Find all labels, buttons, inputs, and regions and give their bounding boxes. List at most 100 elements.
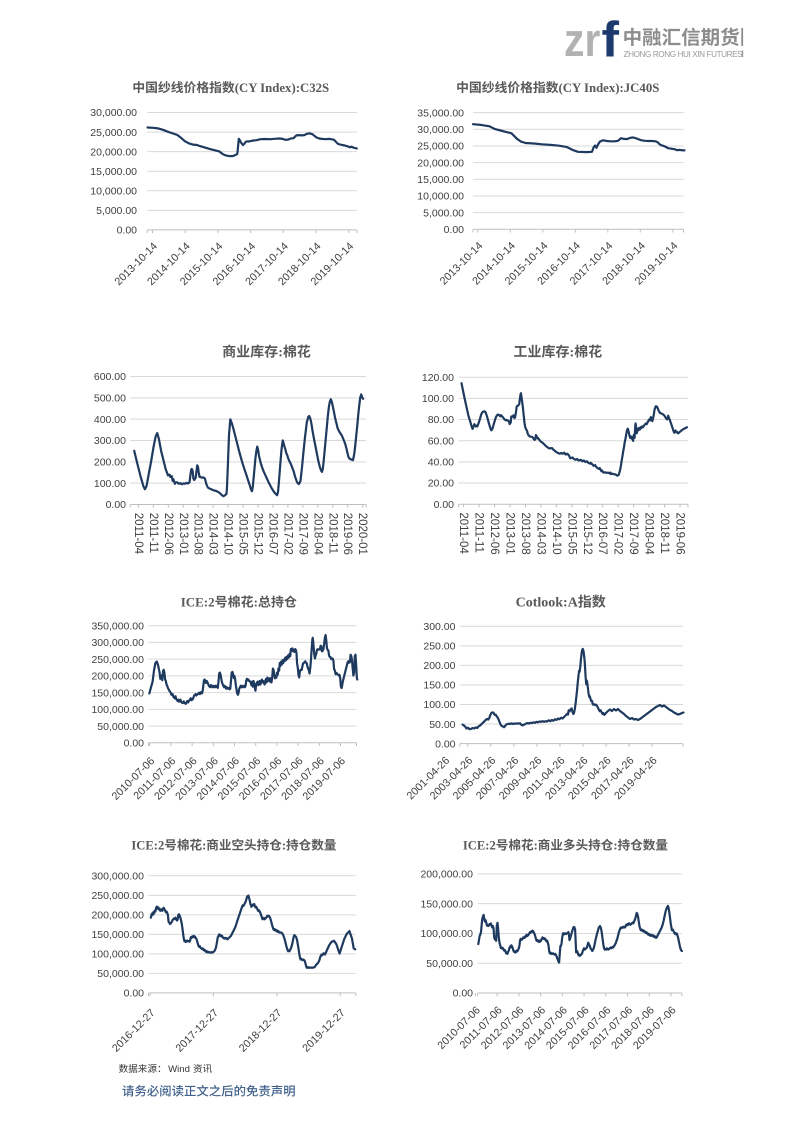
svg-text:200.00: 200.00	[423, 660, 455, 672]
svg-text:Wind: Wind	[168, 1064, 190, 1075]
svg-text:20,000.00: 20,000.00	[90, 146, 137, 158]
svg-text:300,000.00: 300,000.00	[91, 871, 144, 883]
svg-text:2013-08: 2013-08	[519, 512, 531, 554]
svg-text::: :	[570, 346, 575, 361]
svg-text:100,000.00: 100,000.00	[420, 928, 473, 940]
svg-text:100,000.00: 100,000.00	[91, 704, 144, 716]
svg-text:2017-09: 2017-09	[627, 512, 639, 554]
svg-text:100.00: 100.00	[422, 393, 454, 405]
svg-text:10,000.00: 10,000.00	[90, 185, 137, 197]
svg-text:(CY Index):JC40S: (CY Index):JC40S	[559, 81, 660, 95]
svg-text:2014-10: 2014-10	[222, 513, 234, 555]
svg-text:60.00: 60.00	[428, 435, 454, 447]
svg-text:25,000.00: 25,000.00	[90, 127, 137, 139]
svg-text:2014-03: 2014-03	[207, 513, 219, 555]
svg-text:2013-01: 2013-01	[177, 513, 189, 555]
svg-text:2018-11: 2018-11	[326, 513, 338, 554]
svg-text:2011-11: 2011-11	[147, 513, 159, 554]
svg-text:ZHONG RONG HUI XIN FUTURES: ZHONG RONG HUI XIN FUTURES	[624, 50, 744, 59]
svg-text:0.00: 0.00	[117, 225, 138, 237]
svg-text:250,000.00: 250,000.00	[91, 654, 144, 666]
svg-text:2015-12: 2015-12	[581, 512, 593, 554]
svg-text:2011-04: 2011-04	[132, 513, 144, 555]
svg-text:2018-12-27: 2018-12-27	[237, 1007, 285, 1055]
svg-text:2018-04: 2018-04	[643, 512, 655, 555]
svg-text:40.00: 40.00	[428, 457, 454, 469]
svg-text:2012-06: 2012-06	[162, 513, 174, 555]
svg-text:150,000.00: 150,000.00	[91, 687, 144, 699]
svg-text:ICE:2: ICE:2	[463, 839, 496, 853]
svg-text:20,000.00: 20,000.00	[417, 157, 464, 169]
svg-text:150,000.00: 150,000.00	[420, 898, 473, 910]
svg-text:300.00: 300.00	[423, 621, 455, 633]
svg-text:2017-09: 2017-09	[296, 513, 308, 555]
svg-text:250,000.00: 250,000.00	[91, 890, 144, 902]
svg-text:120.00: 120.00	[422, 372, 454, 384]
svg-text::: :	[202, 839, 206, 853]
svg-text:ICE:2: ICE:2	[181, 595, 215, 610]
svg-text:100.00: 100.00	[423, 699, 455, 711]
svg-text:15,000.00: 15,000.00	[417, 174, 464, 186]
svg-text:0.00: 0.00	[444, 224, 465, 236]
svg-text:10,000.00: 10,000.00	[417, 191, 464, 203]
svg-text:0.00: 0.00	[434, 499, 455, 511]
svg-text:80.00: 80.00	[428, 414, 454, 426]
svg-text:200,000.00: 200,000.00	[91, 671, 144, 683]
svg-text:30,000.00: 30,000.00	[417, 124, 464, 136]
svg-text:Cotlook:A: Cotlook:A	[516, 596, 579, 611]
svg-text:150,000.00: 150,000.00	[91, 929, 144, 941]
svg-text:30,000.00: 30,000.00	[90, 107, 137, 119]
svg-text:2016-07: 2016-07	[596, 512, 608, 554]
svg-text:350,000.00: 350,000.00	[91, 620, 144, 632]
svg-text:600.00: 600.00	[94, 371, 126, 383]
svg-text:15,000.00: 15,000.00	[90, 166, 137, 178]
svg-text:2016-12-27: 2016-12-27	[110, 1007, 158, 1055]
svg-text:ICE:2: ICE:2	[131, 839, 164, 853]
svg-text:2011-04: 2011-04	[457, 512, 469, 554]
svg-text:2017-02: 2017-02	[281, 513, 293, 555]
svg-text::: :	[278, 346, 283, 361]
svg-text:2015-05: 2015-05	[565, 512, 577, 554]
svg-text:2018-04: 2018-04	[311, 513, 323, 556]
svg-text:50,000.00: 50,000.00	[97, 968, 144, 980]
svg-text:0.00: 0.00	[453, 988, 474, 1000]
svg-text:400.00: 400.00	[94, 414, 126, 426]
svg-text:0.00: 0.00	[124, 738, 145, 750]
svg-text:2019-06: 2019-06	[341, 513, 353, 555]
svg-text:50,000.00: 50,000.00	[426, 958, 473, 970]
svg-text:50,000.00: 50,000.00	[97, 721, 144, 733]
svg-text:250.00: 250.00	[423, 641, 455, 653]
svg-text:5,000.00: 5,000.00	[96, 205, 137, 217]
svg-text:2014-03: 2014-03	[534, 512, 546, 554]
svg-text:150.00: 150.00	[423, 680, 455, 692]
svg-text:2013-08: 2013-08	[192, 513, 204, 555]
svg-text:35,000.00: 35,000.00	[417, 107, 464, 119]
svg-text:200,000.00: 200,000.00	[91, 910, 144, 922]
svg-text::: :	[534, 839, 538, 853]
svg-text:2015-05: 2015-05	[237, 513, 249, 555]
svg-text:2017-12-27: 2017-12-27	[173, 1007, 221, 1055]
svg-text:5,000.00: 5,000.00	[423, 207, 464, 219]
svg-text:300.00: 300.00	[94, 435, 126, 447]
svg-text:300,000.00: 300,000.00	[91, 637, 144, 649]
svg-text:200,000.00: 200,000.00	[420, 869, 473, 881]
svg-text:500.00: 500.00	[94, 393, 126, 405]
svg-text:2013-01: 2013-01	[503, 512, 515, 554]
svg-text::: :	[254, 595, 258, 610]
svg-text:2019-06: 2019-06	[674, 512, 686, 554]
svg-text:2018-11: 2018-11	[658, 512, 670, 553]
svg-text:100,000.00: 100,000.00	[91, 949, 144, 961]
svg-text:2015-12: 2015-12	[252, 513, 264, 555]
svg-text:2011-11: 2011-11	[473, 512, 485, 553]
svg-text::: :	[613, 839, 617, 853]
svg-text:50.00: 50.00	[429, 719, 455, 731]
svg-text::: :	[282, 839, 286, 853]
svg-text:20.00: 20.00	[428, 478, 454, 490]
svg-text:2014-10: 2014-10	[550, 512, 562, 554]
svg-text:(CY Index):C32S: (CY Index):C32S	[235, 81, 329, 95]
svg-text:100.00: 100.00	[94, 478, 126, 490]
svg-text:200.00: 200.00	[94, 457, 126, 469]
svg-text:25,000.00: 25,000.00	[417, 141, 464, 153]
svg-text:2019-12-27: 2019-12-27	[300, 1007, 348, 1055]
svg-text:0.00: 0.00	[124, 988, 145, 1000]
